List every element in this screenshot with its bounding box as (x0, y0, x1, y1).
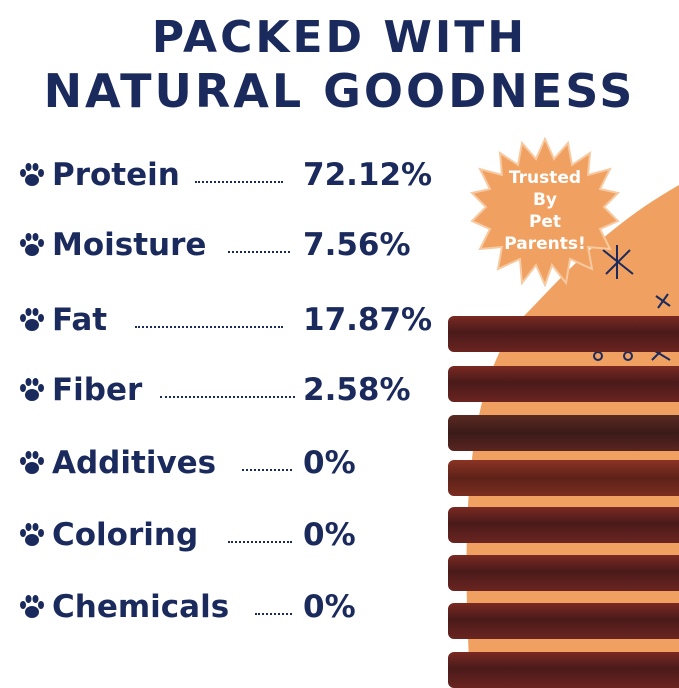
dotted-leader (255, 613, 292, 615)
nutrient-label: Fat (52, 302, 108, 338)
nutrient-row-moisture: Moisture (18, 225, 206, 265)
nutrient-row-fat: Fat (18, 300, 107, 340)
nutrient-value: 0% (303, 517, 356, 553)
nutrient-value: 72.12% (303, 157, 433, 193)
stick (448, 316, 679, 352)
paw-icon (18, 449, 46, 477)
paw-icon (18, 593, 46, 621)
nutrient-value: 0% (303, 589, 356, 625)
nutrient-label: Moisture (52, 227, 207, 263)
badge-line-3: Pet (529, 212, 561, 232)
dotted-leader (242, 469, 292, 471)
nutrient-label: Protein (52, 157, 180, 193)
stick (448, 652, 679, 688)
badge-line-2: By (533, 190, 557, 210)
dotted-leader (228, 541, 292, 543)
dotted-leader (228, 251, 290, 253)
dotted-leader (160, 396, 295, 398)
paw-icon (18, 376, 46, 404)
paw-icon (18, 521, 46, 549)
nutrient-value: 2.58% (303, 372, 411, 408)
nutrient-row-additives: Additives (18, 443, 216, 483)
stick (448, 603, 679, 639)
paw-icon (18, 161, 46, 189)
nutrient-label: Coloring (52, 517, 199, 553)
trusted-badge: Trusted By Pet Parents! (470, 137, 620, 287)
stick (448, 507, 679, 543)
stick (448, 415, 679, 451)
stick (448, 460, 679, 496)
badge-line-4: Parents! (504, 234, 586, 254)
nutrient-row-protein: Protein (18, 155, 180, 195)
paw-icon (18, 231, 46, 259)
dotted-leader (195, 181, 283, 183)
paw-icon (18, 306, 46, 334)
stick (448, 555, 679, 591)
nutrient-label: Chemicals (52, 589, 230, 625)
badge-line-1: Trusted (509, 168, 581, 188)
nutrient-row-fiber: Fiber (18, 370, 142, 410)
title-line-2: NATURAL GOODNESS (43, 64, 636, 118)
nutrient-value: 0% (303, 445, 356, 481)
nutrient-label: Fiber (52, 372, 143, 408)
title-line-1: PACKED WITH (151, 12, 528, 63)
nutrient-value: 17.87% (303, 302, 433, 338)
dotted-leader (135, 326, 283, 328)
nutrient-value: 7.56% (303, 227, 411, 263)
nutrient-row-chemicals: Chemicals (18, 587, 229, 627)
nutrient-label: Additives (52, 445, 217, 481)
nutrient-row-coloring: Coloring (18, 515, 198, 555)
stick (448, 366, 679, 402)
